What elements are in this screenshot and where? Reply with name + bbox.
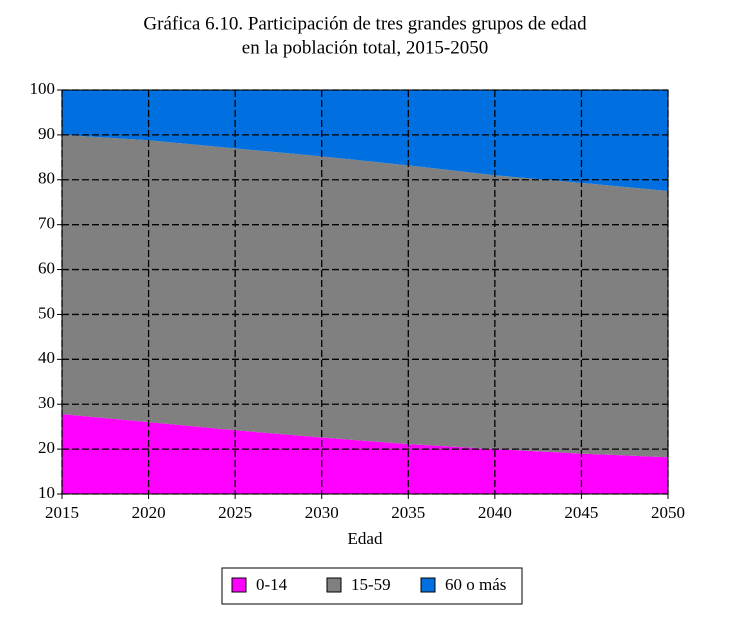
y-tick-label: 70 (38, 214, 55, 233)
x-tick-label: 2045 (564, 503, 598, 522)
area (62, 90, 668, 191)
legend-swatch (231, 577, 247, 593)
x-tick-label: 2040 (478, 503, 512, 522)
x-tick-label: 2025 (218, 503, 252, 522)
legend-label: 60 o más (445, 575, 506, 594)
x-tick-label: 2050 (651, 503, 685, 522)
x-axis-label: Edad (348, 529, 383, 548)
y-tick-label: 60 (38, 258, 55, 277)
area (62, 134, 668, 458)
chart-title: en la población total, 2015-2050 (242, 37, 488, 58)
y-tick-label: 90 (38, 124, 55, 143)
legend-swatch (420, 577, 436, 593)
y-tick-label: 80 (38, 169, 55, 188)
chart-title: Gráfica 6.10. Participación de tres gran… (143, 13, 587, 34)
x-tick-label: 2030 (305, 503, 339, 522)
plot-frame (61, 89, 669, 495)
y-tick-label: 50 (38, 303, 55, 322)
x-tick-label: 2015 (45, 503, 79, 522)
legend-label: 0-14 (256, 575, 288, 594)
area (62, 414, 668, 494)
y-tick-label: 30 (38, 393, 55, 412)
legend-label: 15-59 (351, 575, 391, 594)
y-tick-label: 100 (30, 79, 56, 98)
y-tick-label: 10 (38, 483, 55, 502)
x-tick-label: 2035 (391, 503, 425, 522)
legend-swatch (326, 577, 342, 593)
y-tick-label: 40 (38, 348, 55, 367)
x-tick-label: 2020 (132, 503, 166, 522)
legend-box (221, 567, 523, 605)
y-tick-label: 20 (38, 438, 55, 457)
